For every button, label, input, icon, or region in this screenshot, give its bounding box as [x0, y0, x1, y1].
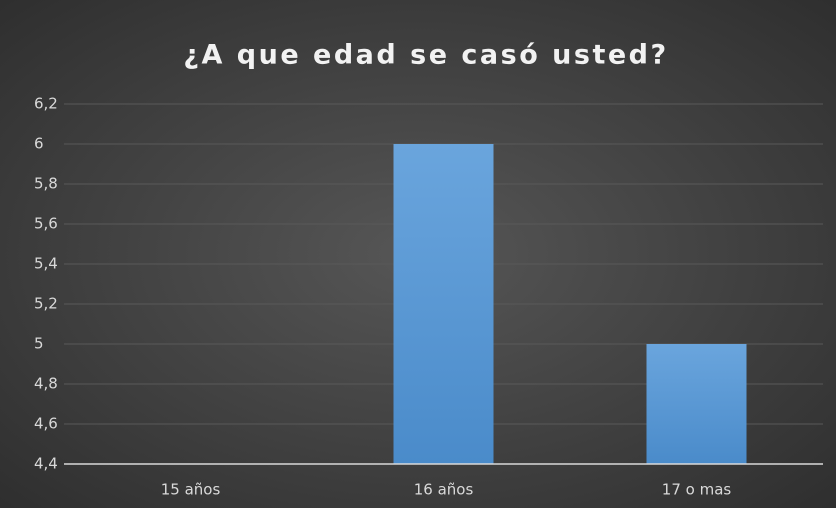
- x-tick-label: 17 o mas: [662, 481, 732, 499]
- y-tick-label: 5,8: [34, 175, 58, 193]
- y-tick-label: 5,4: [34, 255, 58, 273]
- x-tick-label: 16 años: [414, 481, 474, 499]
- bar: [393, 144, 494, 464]
- y-tick-label: 4,4: [34, 455, 58, 473]
- bar: [646, 344, 747, 464]
- y-tick-label: 6: [34, 135, 44, 153]
- y-tick-label: 5: [34, 335, 44, 353]
- chart-title: ¿A que edad se casó usted?: [183, 40, 668, 71]
- x-tick-label: 15 años: [161, 481, 221, 499]
- y-tick-label: 5,2: [34, 295, 58, 313]
- y-tick-label: 6,2: [34, 95, 58, 113]
- y-tick-label: 4,6: [34, 415, 58, 433]
- y-tick-label: 5,6: [34, 215, 58, 233]
- y-tick-label: 4,8: [34, 375, 58, 393]
